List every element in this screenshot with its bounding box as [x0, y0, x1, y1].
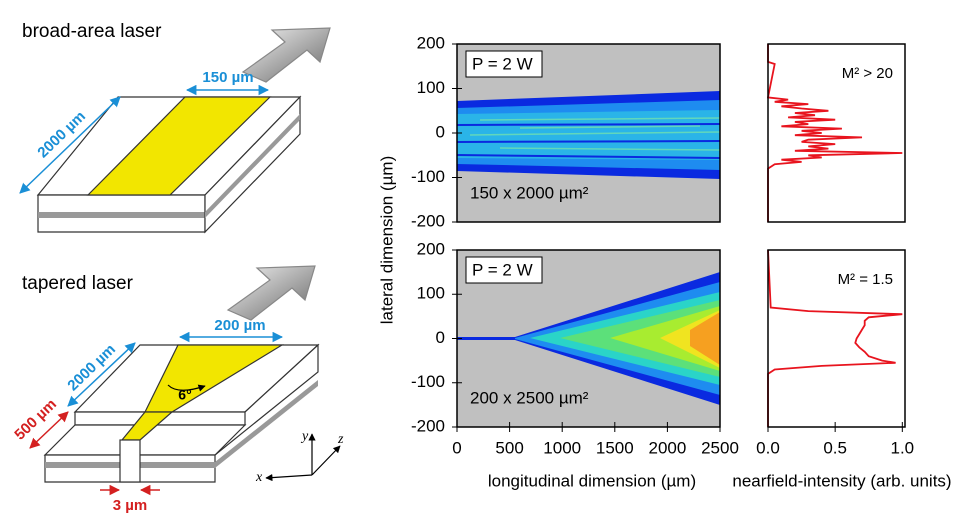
x-tick-label: 0.5 — [823, 438, 847, 457]
legend-box — [465, 256, 543, 284]
annotation: M² = 1.5 — [838, 271, 893, 288]
diagram-title: tapered laser — [22, 273, 134, 294]
y-tick-label: -100 — [411, 372, 445, 391]
width-label: 200 µm — [214, 317, 265, 334]
y-tick-label: -200 — [411, 211, 445, 230]
y-tick-label: 0 — [436, 328, 445, 347]
x-axis-label: nearfield-intensity (arb. units) — [732, 471, 951, 490]
power-label: P = 2 W — [472, 54, 533, 73]
y-tick-label: -200 — [411, 416, 445, 435]
plot-frame — [767, 249, 906, 428]
axis-label: y — [300, 429, 309, 444]
axis-label: z — [337, 432, 344, 447]
size-label: 200 x 2500 µm² — [470, 388, 589, 407]
plot-frame — [767, 43, 906, 223]
x-tick-label: 1000 — [543, 438, 581, 457]
y-tick-label: 200 — [417, 239, 445, 258]
y-tick-label: 0 — [436, 122, 445, 141]
x-tick-label: 2000 — [648, 438, 686, 457]
y-tick-label: 100 — [417, 284, 445, 303]
y-axis-label: lateral dimension (µm) — [377, 156, 396, 325]
y-tick-label: -100 — [411, 167, 445, 186]
power-label: P = 2 W — [472, 260, 533, 279]
width-label: 150 µm — [202, 69, 253, 86]
x-tick-label: 500 — [495, 438, 523, 457]
axis-label: x — [255, 470, 263, 485]
annotation: M² > 20 — [842, 65, 893, 82]
ridge-length-label: 500 µm — [11, 396, 60, 444]
y-tick-label: 100 — [417, 78, 445, 97]
x-tick-label: 1500 — [596, 438, 634, 457]
broad-area-diagram: broad-area laser 150 µm 2000 µm — [19, 21, 331, 234]
x-tick-label: 0 — [452, 438, 461, 457]
diagram-title: broad-area laser — [22, 21, 162, 42]
nearfield-line — [767, 249, 903, 427]
size-label: 150 x 2000 µm² — [470, 183, 589, 202]
tapered-diagram: tapered laser 6° 200 µm 2000 µm 500 µm 3… — [11, 265, 344, 514]
y-tick-label: 200 — [417, 33, 445, 52]
x-axis-label: longitudinal dimension (µm) — [488, 471, 696, 490]
x-tick-label: 2500 — [701, 438, 739, 457]
x-tick-label: 1.0 — [890, 438, 914, 457]
ridge-width-label: 3 µm — [113, 497, 148, 514]
angle-label: 6° — [178, 387, 191, 403]
legend-box — [465, 50, 543, 78]
x-tick-label: 0.0 — [756, 438, 780, 457]
nearfield-line — [766, 44, 903, 222]
contour-field — [456, 44, 721, 427]
